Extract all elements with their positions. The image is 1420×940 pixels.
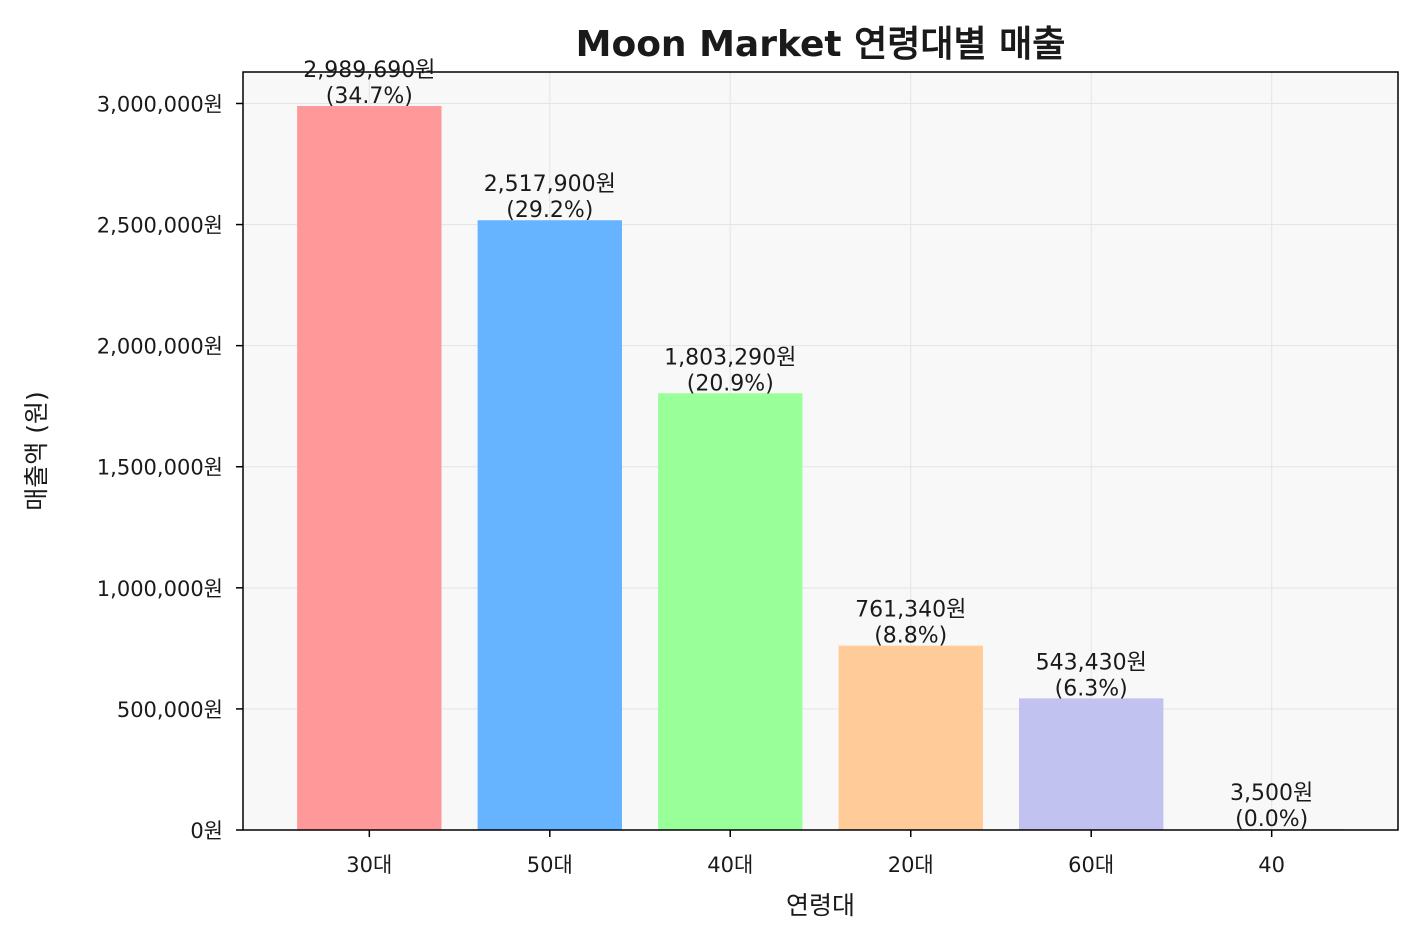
y-axis-label: 매출액 (원) (22, 391, 51, 510)
bar-percent-label: (8.8%) (874, 624, 947, 649)
bar (838, 645, 983, 830)
bar-percent-label: (29.2%) (506, 198, 593, 223)
x-tick-label: 50대 (527, 853, 573, 877)
bar-value-label: 3,500원 (1230, 781, 1313, 806)
x-axis-label: 연령대 (786, 891, 855, 920)
bar-value-label: 2,989,690원 (303, 58, 435, 83)
y-axis-ticks: 0원 500,000원 1,000,000원 1,500,000원 2,000,000원… (97, 92, 243, 843)
bar-value-label: 2,517,900원 (484, 172, 616, 197)
y-tick-label: 2,000,000원 (97, 335, 223, 359)
y-tick-label: 500,000원 (117, 698, 223, 722)
y-tick-label: 2,500,000원 (97, 214, 223, 238)
y-tick-label: 3,000,000원 (97, 92, 223, 116)
bar-value-label: 543,430원 (1036, 650, 1147, 675)
x-axis-ticks: 30대 50대 40대 20대 60대 40 (346, 830, 1285, 877)
bars (297, 105, 1344, 831)
y-tick-label: 1,500,000원 (97, 456, 223, 480)
bar-percent-label: (6.3%) (1055, 676, 1128, 701)
x-tick-label: 20대 (888, 853, 934, 877)
bar-value-label: 1,803,290원 (664, 345, 796, 370)
x-tick-label: 40 (1258, 853, 1285, 877)
bar-value-label: 761,340원 (855, 598, 966, 623)
bar (297, 105, 442, 830)
bar-percent-label: (34.7%) (326, 84, 413, 109)
chart-title: Moon Market 연령대별 매출 (576, 24, 1066, 65)
x-tick-label: 30대 (346, 853, 392, 877)
data-labels: 2,989,690원(34.7%) 2,517,900원(29.2%) 1,803,… (303, 58, 1313, 832)
bar (477, 220, 622, 831)
x-tick-label: 60대 (1068, 853, 1114, 877)
plot-frame (242, 71, 1399, 831)
y-tick-label: 0원 (190, 819, 223, 843)
y-tick-label: 1,000,000원 (97, 577, 223, 601)
bar-percent-label: (20.9%) (687, 371, 774, 396)
bar-percent-label: (0.0%) (1235, 807, 1308, 832)
x-tick-label: 40대 (707, 853, 753, 877)
bar (658, 393, 803, 830)
bar (1019, 698, 1164, 830)
